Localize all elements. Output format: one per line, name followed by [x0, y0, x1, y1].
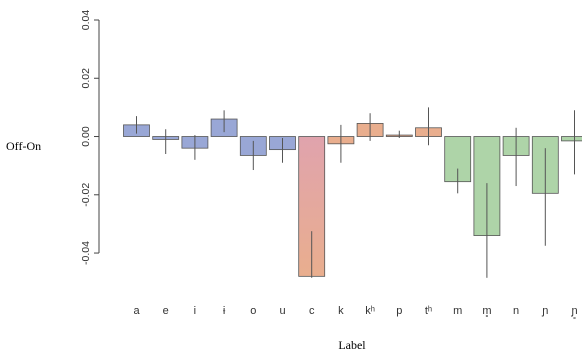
x-tick-label: n: [513, 305, 519, 317]
y-tick-label: 0.00: [80, 126, 92, 147]
x-tick-label: ɲ: [541, 305, 548, 317]
x-tick-label: ɲ̥: [570, 305, 577, 320]
bars-group: [123, 118, 582, 277]
x-tick-label: i: [194, 305, 196, 317]
x-tick-labels: a e i ɨ o u c k kʰ p tʰ m m̥ n ɲ ɲ̥: [133, 305, 577, 320]
y-tick-label: -0.02: [80, 183, 92, 207]
y-axis: 0.04 0.02 0.00 -0.02 -0.04: [80, 10, 100, 265]
y-tick-label: 0.04: [80, 10, 92, 31]
x-tick-label: u: [279, 305, 285, 317]
x-tick-label: tʰ: [425, 305, 432, 317]
error-bars-group: [136, 107, 575, 278]
y-axis-title: Off-On: [6, 139, 41, 153]
x-tick-label: kʰ: [365, 305, 375, 317]
bar-16: [561, 136, 582, 142]
x-axis-title: Label: [338, 338, 366, 352]
y-tick-label: -0.04: [80, 241, 92, 265]
x-tick-label: m̥: [482, 305, 491, 317]
x-tick-label: e: [163, 305, 169, 317]
x-tick-label: p: [396, 305, 402, 317]
x-tick-label: k: [338, 305, 344, 317]
x-tick-label: o: [250, 305, 256, 317]
x-tick-label: ɨ: [223, 305, 226, 317]
x-tick-label: m: [453, 305, 462, 317]
x-tick-label: c: [309, 305, 315, 317]
y-tick-label: 0.02: [80, 68, 92, 89]
x-tick-label: a: [133, 305, 140, 317]
